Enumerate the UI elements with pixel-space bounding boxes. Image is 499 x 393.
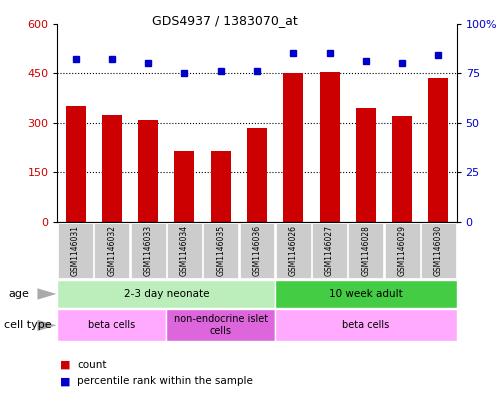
Bar — [57, 280, 275, 308]
Bar — [65, 106, 85, 222]
Text: GSM1146029: GSM1146029 — [398, 225, 407, 276]
Bar — [203, 222, 238, 279]
Text: count: count — [77, 360, 107, 370]
Bar — [392, 116, 412, 222]
Bar — [211, 151, 231, 222]
Bar — [421, 222, 456, 279]
Text: cell type: cell type — [4, 320, 51, 331]
Bar — [275, 280, 457, 308]
Bar — [348, 222, 383, 279]
Text: beta cells: beta cells — [342, 320, 390, 330]
Bar — [356, 108, 376, 222]
Text: 2-3 day neonate: 2-3 day neonate — [124, 289, 209, 299]
Text: GSM1146033: GSM1146033 — [144, 225, 153, 276]
Bar — [57, 309, 166, 341]
Text: beta cells: beta cells — [88, 320, 135, 330]
Bar — [166, 309, 275, 341]
Text: GSM1146028: GSM1146028 — [361, 225, 370, 276]
Text: GDS4937 / 1383070_at: GDS4937 / 1383070_at — [152, 14, 297, 27]
Bar — [429, 78, 449, 222]
Text: 10 week adult: 10 week adult — [329, 289, 403, 299]
Text: GSM1146026: GSM1146026 — [289, 225, 298, 276]
Bar — [58, 222, 93, 279]
Text: GSM1146030: GSM1146030 — [434, 225, 443, 276]
Text: ■: ■ — [60, 360, 70, 370]
Bar — [94, 222, 129, 279]
Bar — [312, 222, 347, 279]
Text: GSM1146036: GSM1146036 — [252, 225, 261, 276]
Text: GSM1146027: GSM1146027 — [325, 225, 334, 276]
Text: non-endocrine islet
cells: non-endocrine islet cells — [174, 314, 268, 336]
Bar — [283, 73, 303, 222]
Text: GSM1146031: GSM1146031 — [71, 225, 80, 276]
Bar — [138, 119, 158, 222]
Bar — [319, 72, 339, 222]
Bar — [385, 222, 420, 279]
Bar — [275, 309, 457, 341]
Text: GSM1146035: GSM1146035 — [216, 225, 225, 276]
Bar — [175, 151, 195, 222]
Text: percentile rank within the sample: percentile rank within the sample — [77, 376, 253, 386]
Text: GSM1146034: GSM1146034 — [180, 225, 189, 276]
Bar — [167, 222, 202, 279]
Text: GSM1146032: GSM1146032 — [107, 225, 116, 276]
Bar — [102, 114, 122, 222]
Bar — [276, 222, 311, 279]
Text: age: age — [8, 289, 29, 299]
Text: ■: ■ — [60, 376, 70, 386]
Bar — [247, 128, 267, 222]
Bar — [131, 222, 166, 279]
Polygon shape — [37, 320, 56, 331]
Bar — [240, 222, 274, 279]
Polygon shape — [37, 288, 56, 299]
